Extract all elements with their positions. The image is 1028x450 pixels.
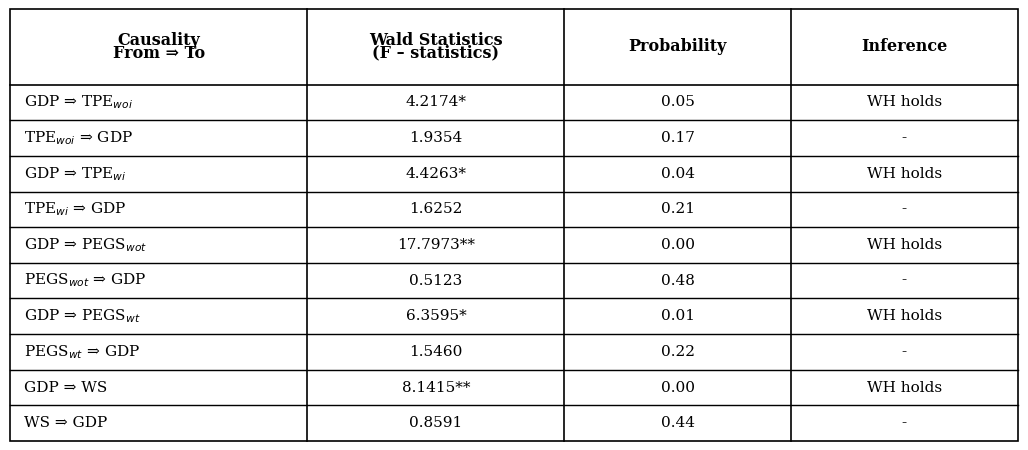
Text: 4.4263*: 4.4263* [405, 166, 467, 181]
Text: Wald Statistics: Wald Statistics [369, 32, 503, 49]
Text: 0.21: 0.21 [661, 202, 695, 216]
Text: Inference: Inference [861, 38, 948, 55]
Text: TPE$_{woi}$ ⇒ GDP: TPE$_{woi}$ ⇒ GDP [24, 129, 133, 147]
Text: 1.9354: 1.9354 [409, 131, 463, 145]
Text: GDP ⇒ PEGS$_{wot}$: GDP ⇒ PEGS$_{wot}$ [24, 236, 147, 254]
Text: 0.5123: 0.5123 [409, 274, 463, 288]
Text: (F – statistics): (F – statistics) [372, 45, 500, 62]
Text: WH holds: WH holds [867, 381, 942, 395]
Text: Probability: Probability [628, 38, 727, 55]
Text: -: - [902, 131, 907, 145]
Text: 1.6252: 1.6252 [409, 202, 463, 216]
Text: 0.48: 0.48 [661, 274, 695, 288]
Text: GDP ⇒ TPE$_{wi}$: GDP ⇒ TPE$_{wi}$ [24, 165, 126, 183]
Text: 8.1415**: 8.1415** [402, 381, 470, 395]
Text: PEGS$_{wot}$ ⇒ GDP: PEGS$_{wot}$ ⇒ GDP [24, 272, 146, 289]
Text: -: - [902, 202, 907, 216]
Text: GDP ⇒ WS: GDP ⇒ WS [24, 381, 107, 395]
Text: -: - [902, 274, 907, 288]
Text: 0.8591: 0.8591 [409, 416, 463, 430]
Text: 0.04: 0.04 [661, 166, 695, 181]
Text: 0.01: 0.01 [661, 309, 695, 323]
Text: 0.22: 0.22 [661, 345, 695, 359]
Text: From ⇒ To: From ⇒ To [113, 45, 205, 62]
Text: PEGS$_{wt}$ ⇒ GDP: PEGS$_{wt}$ ⇒ GDP [24, 343, 140, 361]
Text: GDP ⇒ PEGS$_{wt}$: GDP ⇒ PEGS$_{wt}$ [24, 307, 140, 325]
Text: 0.05: 0.05 [661, 95, 695, 109]
Text: GDP ⇒ TPE$_{woi}$: GDP ⇒ TPE$_{woi}$ [24, 94, 133, 111]
Text: WH holds: WH holds [867, 95, 942, 109]
Text: -: - [902, 416, 907, 430]
Text: 1.5460: 1.5460 [409, 345, 463, 359]
Text: WH holds: WH holds [867, 238, 942, 252]
Text: 0.00: 0.00 [661, 238, 695, 252]
Text: 4.2174*: 4.2174* [405, 95, 467, 109]
Text: Causality: Causality [117, 32, 200, 49]
Text: -: - [902, 345, 907, 359]
Text: 0.00: 0.00 [661, 381, 695, 395]
Text: 6.3595*: 6.3595* [406, 309, 467, 323]
Text: WS ⇒ GDP: WS ⇒ GDP [24, 416, 107, 430]
Text: 17.7973**: 17.7973** [397, 238, 475, 252]
Text: WH holds: WH holds [867, 166, 942, 181]
Text: WH holds: WH holds [867, 309, 942, 323]
Text: 0.17: 0.17 [661, 131, 695, 145]
Text: TPE$_{wi}$ ⇒ GDP: TPE$_{wi}$ ⇒ GDP [24, 201, 126, 218]
Text: 0.44: 0.44 [661, 416, 695, 430]
